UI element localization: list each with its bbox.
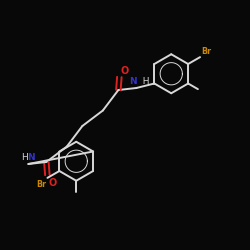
Text: Br: Br — [36, 180, 46, 189]
Text: H: H — [137, 77, 149, 86]
Text: Br: Br — [202, 47, 212, 56]
Text: O: O — [48, 178, 56, 188]
Text: N: N — [28, 153, 35, 162]
Text: O: O — [120, 66, 128, 76]
Text: H: H — [21, 153, 28, 162]
Text: N: N — [130, 77, 137, 86]
